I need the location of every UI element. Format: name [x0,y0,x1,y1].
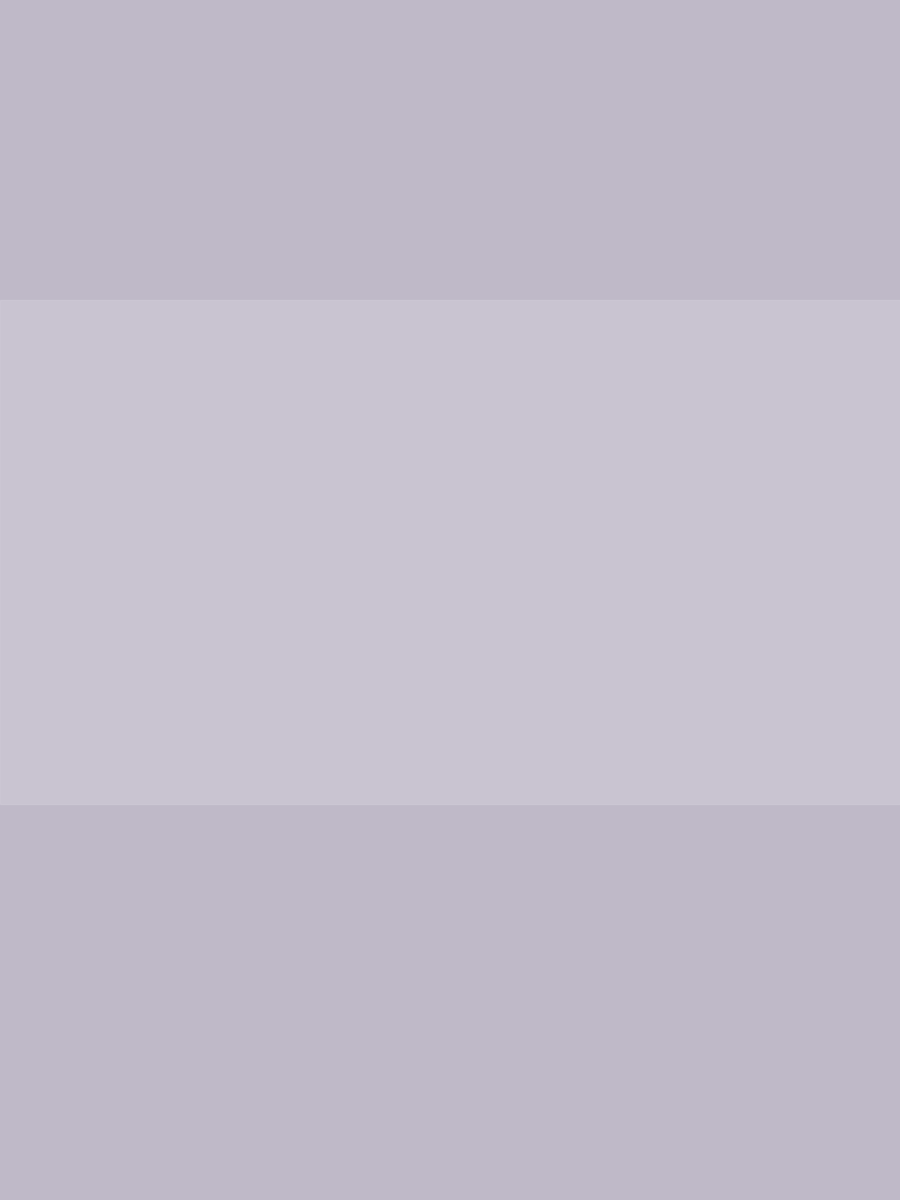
Text: and: and [267,719,320,739]
Text: For   the   system   of: For the system of [145,575,367,595]
Text: c: c [630,925,641,943]
Text: b: b [630,630,643,648]
Text: capacitors shown in Fig: capacitors shown in Fig [145,623,389,643]
Text: 9.0 pF: 9.0 pF [456,761,517,780]
Text: a: a [630,502,642,520]
Text: a: a [253,719,266,738]
Text: between: between [145,719,242,739]
Text: c: c [329,719,341,738]
Text: 15 pF: 15 pF [640,558,695,577]
Text: 11 pF: 11 pF [794,761,849,780]
Text: find the equivalent capacitance: find the equivalent capacitance [145,671,475,691]
Text: .: . [342,719,348,739]
